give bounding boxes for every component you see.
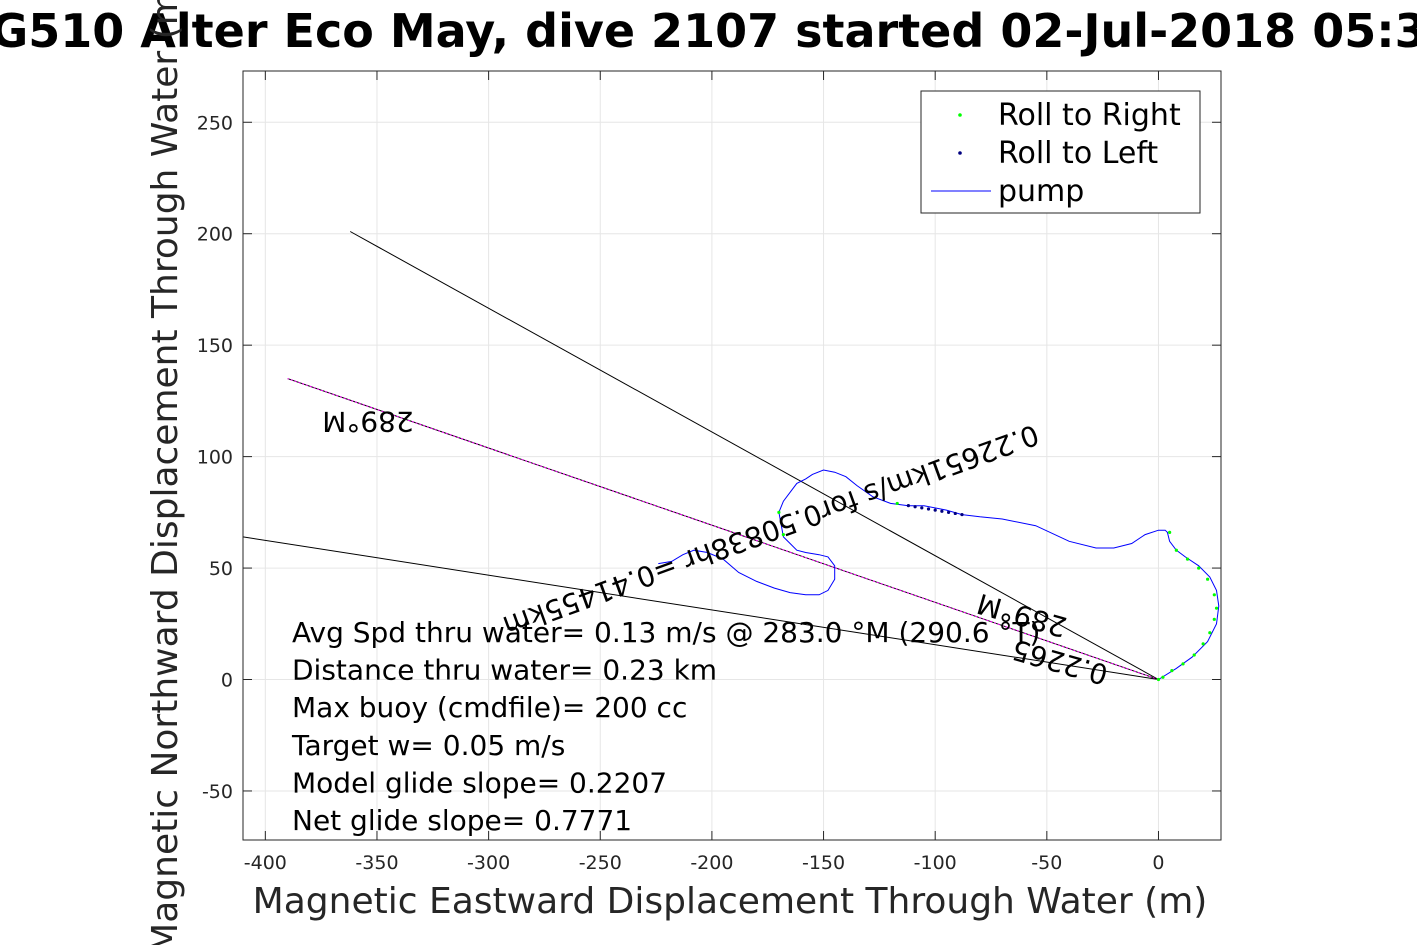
series-point — [1192, 653, 1196, 657]
x-tick-label: -200 — [690, 852, 733, 874]
pump-line — [658, 469, 1220, 680]
y-tick-label: 250 — [197, 112, 233, 134]
plot-area-frame — [242, 70, 1222, 841]
x-tick-label: -50 — [1031, 852, 1062, 874]
x-axis-label: Magnetic Eastward Displacement Through W… — [253, 881, 1208, 922]
annotation-line: Net glide slope= 0.7771 — [292, 804, 632, 837]
axis-ticks: -400 -350 -300 -250 -200 -150 -100 -50 0 -50 0 50 10… — [197, 71, 1221, 874]
y-axis-label: Magnetic Northward Displacement Through … — [145, 0, 186, 945]
annotation-line: Model glide slope= 0.2207 — [292, 766, 667, 799]
series-point — [1206, 577, 1210, 581]
x-tick-label: -300 — [467, 852, 510, 874]
series-point — [1161, 675, 1165, 679]
series-point — [1181, 662, 1185, 666]
series-point — [906, 504, 910, 508]
series-point — [777, 510, 781, 514]
legend-roll-right-marker — [958, 113, 962, 117]
x-tick-label: -350 — [355, 852, 398, 874]
y-tick-label: 100 — [197, 447, 233, 469]
x-tick-label: -400 — [244, 852, 287, 874]
series-point — [1214, 606, 1219, 610]
y-tick-label: 0 — [221, 670, 233, 692]
annotation-line: Max buoy (cmdfile)= 200 cc — [292, 691, 687, 724]
series-point — [960, 512, 964, 517]
legend-pump-label: pump — [998, 174, 1084, 209]
annotation-line: Target w= 0.05 m/s — [291, 729, 565, 762]
series-point — [1168, 530, 1172, 535]
legend-box — [920, 90, 1201, 214]
summary-annotations: Avg Spd thru water= 0.13 m/s @ 283.0 °M … — [291, 616, 1040, 837]
annotation-line: Avg Spd thru water= 0.13 m/s @ 283.0 °M … — [292, 616, 1040, 649]
series-point — [946, 510, 951, 514]
x-tick-label: -250 — [579, 852, 622, 874]
x-tick-label: -100 — [914, 852, 957, 874]
x-tick-label: 0 — [1152, 852, 1164, 874]
series-point — [1201, 642, 1205, 646]
series-point — [1156, 677, 1161, 682]
y-tick-label: 50 — [209, 558, 233, 580]
series-point — [895, 501, 899, 506]
x-tick-label: -150 — [802, 852, 845, 874]
legend-roll-left-label: Roll to Left — [998, 136, 1158, 171]
series-point — [926, 507, 931, 511]
series-point — [1208, 631, 1212, 635]
chart-title: SG510 Alter Eco May, dive 2107 started 0… — [0, 4, 1417, 58]
plot-lines — [243, 231, 1220, 680]
series-point — [1174, 548, 1178, 552]
series-point — [1212, 617, 1216, 621]
series-point — [933, 508, 937, 512]
legend-roll-left-marker — [958, 151, 962, 155]
plot-points — [777, 501, 1219, 682]
y-tick-label: 150 — [197, 335, 233, 357]
track-line — [287, 378, 1159, 680]
heading-line-label: 289°M — [322, 405, 414, 438]
annotation-line: Distance thru water= 0.23 km — [292, 654, 717, 687]
heading-line-label: 0.22651km/s for0.50838hr =0.41455km — [499, 418, 1043, 643]
series-point — [1197, 566, 1201, 570]
y-tick-label: 200 — [197, 224, 233, 246]
series-point — [920, 506, 924, 510]
series-point — [940, 509, 944, 513]
series-point — [1185, 557, 1190, 561]
series-point — [1212, 593, 1216, 597]
legend: Roll to Right Roll to Left pump — [920, 90, 1201, 214]
legend-roll-right-label: Roll to Right — [998, 98, 1181, 133]
heading-line — [243, 536, 1159, 680]
y-tick-label: -50 — [202, 781, 233, 803]
heading-line — [349, 231, 1159, 680]
series-point — [781, 533, 785, 537]
series-point — [953, 511, 957, 516]
series-point — [1170, 668, 1174, 673]
grid — [243, 71, 1221, 840]
series-point — [913, 505, 917, 509]
